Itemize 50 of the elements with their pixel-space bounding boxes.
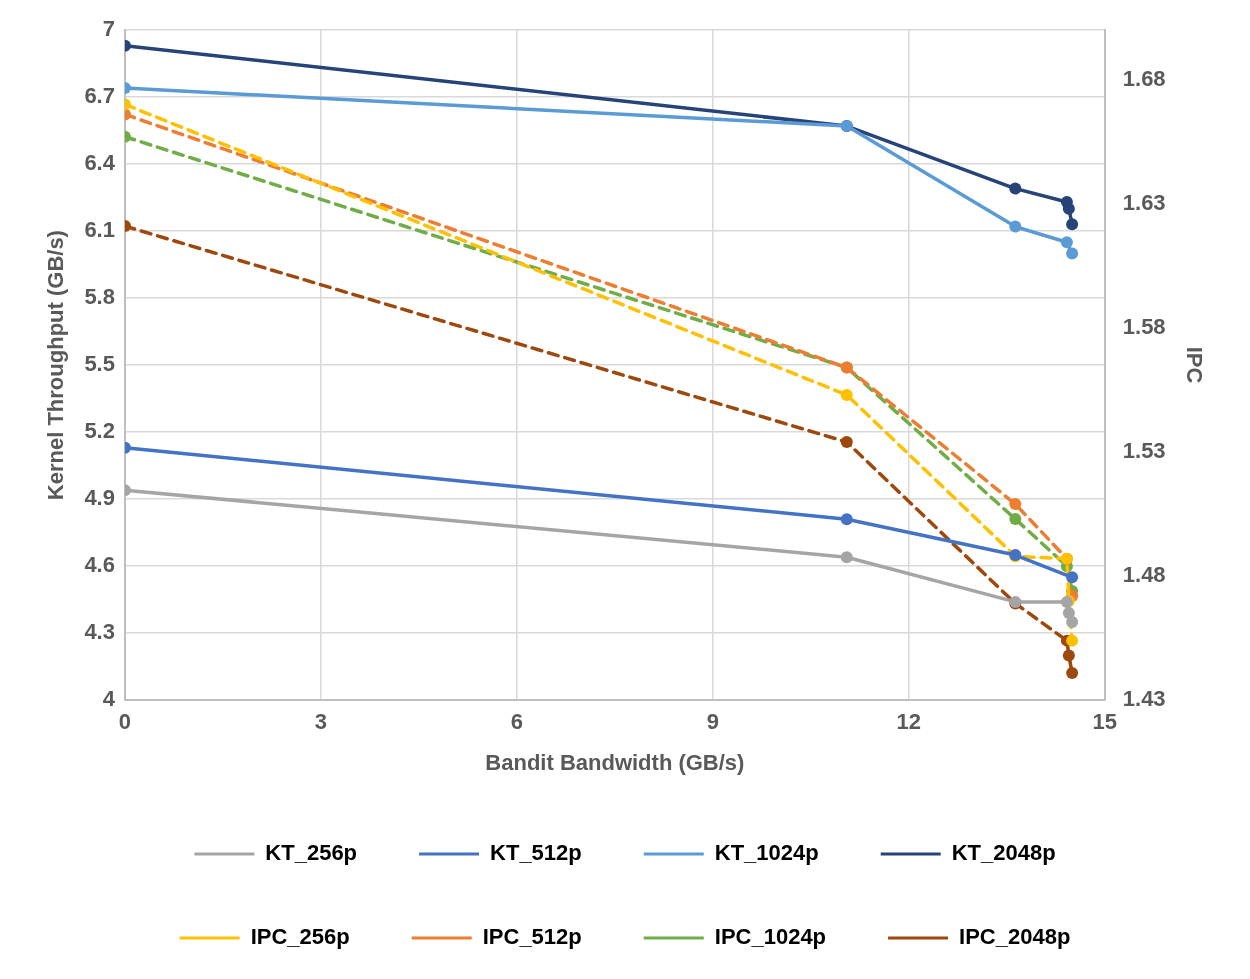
- x-tick-label: 0: [118, 709, 132, 735]
- y2-tick-label: 1.63: [1122, 189, 1166, 215]
- point: [1009, 220, 1022, 233]
- legend-label: IPC_256p: [250, 924, 350, 950]
- y-tick-label: 4: [102, 686, 116, 712]
- x-tick-label: 6: [510, 709, 524, 735]
- legend-label: KT_512p: [490, 840, 582, 866]
- y-tick-label: 4.6: [84, 552, 115, 578]
- x-tick-label: 9: [706, 709, 719, 735]
- point: [1062, 649, 1075, 662]
- legend-label: KT_256p: [265, 840, 358, 866]
- y2-tick-label: 1.68: [1122, 65, 1166, 91]
- legend-label: IPC_2048p: [959, 924, 1071, 950]
- point: [1066, 247, 1079, 260]
- legend-label: IPC_1024p: [714, 924, 827, 950]
- x-tick-label: 3: [314, 709, 328, 735]
- y-axis-title: Kernel Throughput (GB/s): [43, 230, 69, 501]
- legend-label: KT_2048p: [951, 840, 1056, 866]
- x-tick-label: 12: [896, 709, 922, 735]
- y-tick-label: 5.8: [84, 284, 115, 310]
- point: [1060, 236, 1073, 249]
- y2-tick-label: 1.43: [1122, 686, 1166, 712]
- point: [1066, 218, 1079, 231]
- y-tick-label: 6.1: [84, 217, 115, 243]
- x-tick-label: 15: [1092, 709, 1118, 735]
- point: [1066, 666, 1079, 679]
- x-axis-title: Bandit Bandwidth (GB/s): [485, 749, 745, 775]
- point: [1009, 498, 1022, 511]
- point: [840, 388, 853, 401]
- y-tick-label: 4.3: [84, 619, 115, 645]
- y2-tick-label: 1.58: [1122, 313, 1166, 339]
- y-tick-label: 5.2: [84, 418, 115, 444]
- y2-axis-title: IPC: [1181, 346, 1207, 384]
- legend-label: IPC_512p: [482, 924, 582, 950]
- y2-tick-label: 1.53: [1122, 438, 1166, 464]
- point: [1066, 616, 1079, 629]
- point: [840, 436, 853, 449]
- y-tick-label: 7: [102, 16, 115, 42]
- y-tick-label: 4.9: [84, 485, 115, 511]
- point: [840, 513, 853, 526]
- point: [1066, 634, 1079, 647]
- y-tick-label: 5.5: [84, 351, 115, 377]
- point: [1066, 571, 1079, 584]
- point: [1009, 182, 1022, 195]
- point: [840, 551, 853, 564]
- y-tick-label: 6.7: [84, 83, 115, 109]
- point: [1009, 513, 1022, 525]
- legend-label: KT_1024p: [714, 840, 819, 866]
- y2-tick-label: 1.48: [1122, 562, 1166, 588]
- y-tick-label: 6.4: [84, 150, 116, 176]
